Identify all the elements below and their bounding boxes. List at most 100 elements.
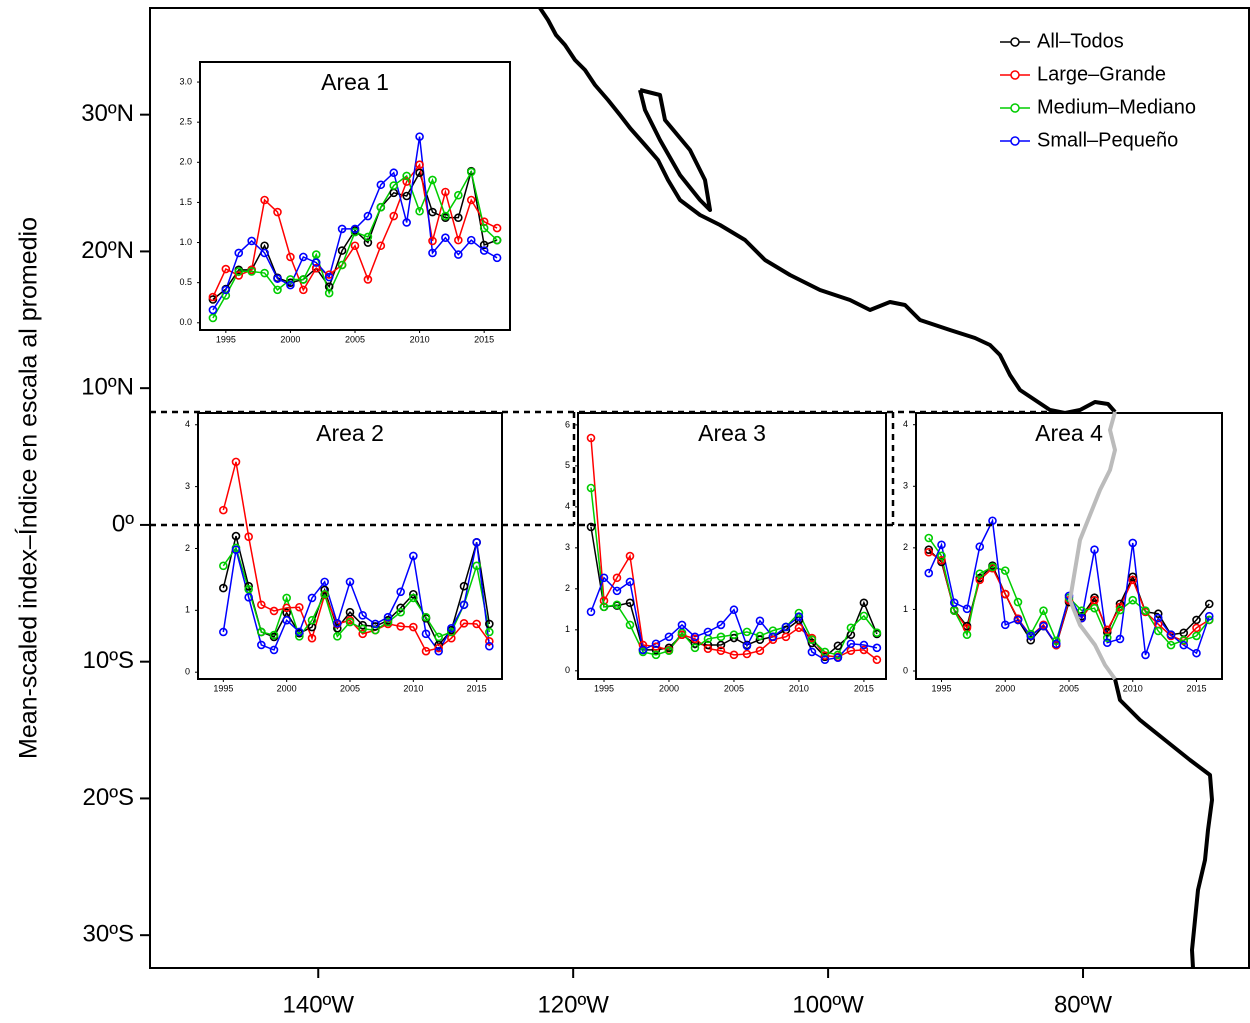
data-point [729,650,739,660]
inset-y-tick-label: 4 [565,501,570,511]
data-point [221,264,231,274]
legend-marker [1010,136,1020,146]
data-point [234,248,244,258]
data-point [320,589,329,599]
data-point [295,602,304,612]
data-point [415,206,424,216]
data-point [1051,636,1061,646]
data-point [962,604,972,614]
data-point [219,627,228,637]
data-point [485,619,494,629]
inset-y-tick-label: 0 [903,665,908,675]
inset-title: Area 2 [316,420,384,446]
legend-label: Small–Pequeño [1037,129,1178,151]
inset-y-tick-label: 2.0 [179,157,192,167]
data-point [421,612,431,622]
data-point [415,132,424,141]
data-point [333,623,342,633]
data-point [1166,640,1176,650]
inset-x-tick-label: 2010 [1123,683,1143,693]
data-point [396,607,405,617]
data-point [208,313,218,323]
data-point [625,598,635,608]
inset-y-tick-label: 2.5 [179,117,192,127]
inset-y-tick-label: 0 [185,667,190,677]
data-point [479,223,489,233]
data-point [459,600,469,610]
data-point [434,632,443,642]
data-point [363,211,373,221]
data-point [466,167,476,177]
data-point [299,275,308,284]
data-point [337,246,347,255]
data-point [924,533,934,543]
data-point [703,640,713,650]
data-point [337,224,347,234]
data-point [409,551,418,561]
data-point [742,649,752,659]
inset-x-tick-label: 2005 [345,334,365,344]
data-point [586,607,596,617]
data-point [485,641,494,651]
data-point [282,615,291,625]
data-point [282,603,291,613]
data-point [859,598,869,608]
data-point [421,629,431,639]
data-point [260,248,269,258]
data-point [1179,640,1189,650]
data-point [937,551,946,561]
data-point [949,598,959,607]
x-tick-label: 140ºW [283,991,355,1018]
data-point [807,635,817,644]
data-point [755,631,765,641]
data-point [1013,597,1023,607]
data-point [807,647,817,657]
data-point [1192,623,1201,633]
data-point [260,195,269,205]
data-point [651,650,661,660]
data-point [260,268,269,278]
data-point [333,632,342,641]
data-point [371,619,380,629]
inset-panel: Area 2 1995 2000 2005 2010 2015 0 1 2 3 4 [185,412,503,693]
data-point [428,207,437,217]
data-point [402,171,411,181]
data-point [703,627,713,637]
data-point [295,632,304,641]
data-point [599,602,609,612]
data-point [358,624,367,634]
data-point [638,645,648,655]
data-point [376,180,386,190]
y-tick-label: 0º [112,510,134,537]
data-point [586,433,596,443]
data-point [286,280,295,290]
inset-y-tick-label: 2 [903,542,908,552]
data-point [1102,633,1112,643]
data-point [231,457,241,467]
data-point [358,610,367,620]
data-point [1102,625,1112,635]
data-point [415,168,424,178]
inset-x-tick-label: 2000 [659,683,679,693]
data-point [1192,631,1201,641]
data-point [1204,615,1214,625]
data-point [402,177,411,186]
data-point [1115,605,1125,615]
data-point [345,577,355,587]
data-point [872,643,882,653]
data-point [299,252,308,262]
data-point [716,620,726,630]
data-point [363,275,373,284]
data-point [221,291,231,300]
data-point [472,619,481,629]
data-point [358,629,367,639]
data-point [1051,639,1061,649]
data-point [257,640,266,650]
data-point [729,605,739,615]
inset-x-tick-label: 2005 [724,683,744,693]
data-point [820,651,830,660]
data-point [363,238,373,247]
data-point [768,632,778,642]
data-point [846,639,856,649]
data-point [376,202,386,212]
